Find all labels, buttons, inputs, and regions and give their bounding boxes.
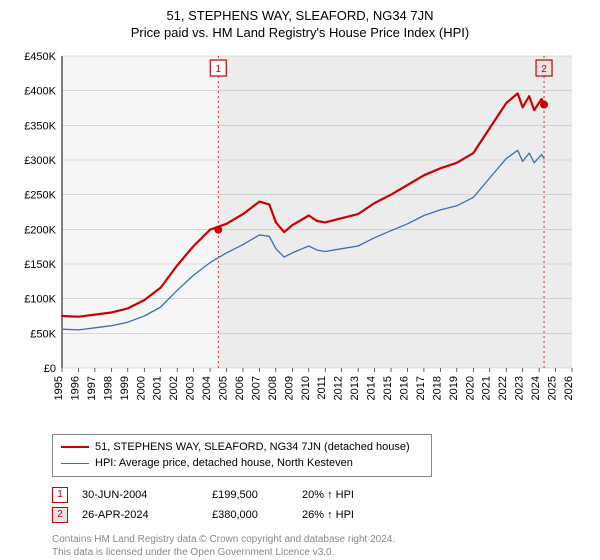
svg-text:2020: 2020: [464, 376, 476, 400]
legend-row: HPI: Average price, detached house, Nort…: [61, 455, 423, 472]
svg-text:2009: 2009: [283, 376, 295, 400]
svg-text:£250K: £250K: [24, 189, 56, 201]
svg-text:1: 1: [216, 64, 222, 75]
svg-text:2015: 2015: [382, 376, 394, 400]
legend-swatch: [61, 463, 89, 464]
svg-text:2005: 2005: [218, 376, 230, 400]
svg-text:2003: 2003: [185, 376, 197, 400]
sale-badge: 2: [52, 507, 68, 523]
svg-text:2021: 2021: [481, 376, 493, 400]
svg-text:2011: 2011: [316, 376, 328, 400]
sale-row: 2 26-APR-2024£380,00026% ↑ HPI: [52, 505, 588, 525]
chart-area: £0 £50K £100K £150K £200K £250K £300K £350K £400…: [12, 48, 588, 428]
sale-price: £380,000: [212, 509, 302, 521]
price-line-chart: £0 £50K £100K £150K £200K £250K £300K £350K £400…: [12, 48, 588, 428]
svg-text:1995: 1995: [53, 376, 65, 400]
sale-date: 26-APR-2024: [82, 509, 212, 521]
svg-text:£200K: £200K: [24, 224, 56, 236]
svg-text:2026: 2026: [563, 376, 575, 400]
svg-text:2006: 2006: [234, 376, 246, 400]
svg-text:£50K: £50K: [30, 328, 56, 340]
chart-container: 51, STEPHENS WAY, SLEAFORD, NG34 7JN Pri…: [0, 0, 600, 560]
legend-label: HPI: Average price, detached house, Nort…: [95, 455, 353, 472]
svg-text:2017: 2017: [415, 376, 427, 400]
svg-text:2016: 2016: [398, 376, 410, 400]
svg-text:2024: 2024: [530, 376, 542, 400]
svg-text:2022: 2022: [497, 376, 509, 400]
title-subtitle: Price paid vs. HM Land Registry's House …: [12, 25, 588, 42]
svg-text:2002: 2002: [168, 376, 180, 400]
title-address: 51, STEPHENS WAY, SLEAFORD, NG34 7JN: [12, 8, 588, 25]
svg-text:£100K: £100K: [24, 293, 56, 305]
svg-text:2001: 2001: [152, 376, 164, 400]
svg-text:£300K: £300K: [24, 155, 56, 167]
svg-text:1997: 1997: [86, 376, 98, 400]
svg-text:£0: £0: [44, 363, 56, 375]
sale-pct: 26% ↑ HPI: [302, 509, 402, 521]
svg-text:1999: 1999: [119, 376, 131, 400]
svg-text:2013: 2013: [349, 376, 361, 400]
legend-box: 51, STEPHENS WAY, SLEAFORD, NG34 7JN (de…: [52, 434, 432, 477]
svg-text:2010: 2010: [300, 376, 312, 400]
svg-text:2007: 2007: [250, 376, 262, 400]
footnote-line1: Contains HM Land Registry data © Crown c…: [52, 533, 588, 546]
legend-swatch: [61, 446, 89, 448]
footnote-line2: This data is licensed under the Open Gov…: [52, 546, 588, 559]
legend-row: 51, STEPHENS WAY, SLEAFORD, NG34 7JN (de…: [61, 439, 423, 456]
svg-text:2018: 2018: [431, 376, 443, 400]
sale-badge: 1: [52, 487, 68, 503]
svg-text:1996: 1996: [69, 376, 81, 400]
svg-text:2014: 2014: [366, 376, 378, 400]
svg-text:£150K: £150K: [24, 259, 56, 271]
svg-text:2019: 2019: [448, 376, 460, 400]
svg-text:2012: 2012: [333, 376, 345, 400]
sales-table: 1 30-JUN-2004£199,50020% ↑ HPI 2 26-APR-202…: [52, 485, 588, 525]
svg-text:2008: 2008: [267, 376, 279, 400]
svg-text:2000: 2000: [135, 376, 147, 400]
sale-pct: 20% ↑ HPI: [302, 489, 402, 501]
svg-text:2004: 2004: [201, 376, 213, 400]
svg-text:£450K: £450K: [24, 51, 56, 63]
footnote: Contains HM Land Registry data © Crown c…: [52, 533, 588, 559]
svg-text:£400K: £400K: [24, 85, 56, 97]
svg-text:2023: 2023: [514, 376, 526, 400]
legend-label: 51, STEPHENS WAY, SLEAFORD, NG34 7JN (de…: [95, 439, 410, 456]
sale-price: £199,500: [212, 489, 302, 501]
svg-text:£350K: £350K: [24, 120, 56, 132]
svg-text:2025: 2025: [547, 376, 559, 400]
sale-row: 1 30-JUN-2004£199,50020% ↑ HPI: [52, 485, 588, 505]
svg-text:1998: 1998: [102, 376, 114, 400]
sale-date: 30-JUN-2004: [82, 489, 212, 501]
svg-text:2: 2: [541, 64, 547, 75]
